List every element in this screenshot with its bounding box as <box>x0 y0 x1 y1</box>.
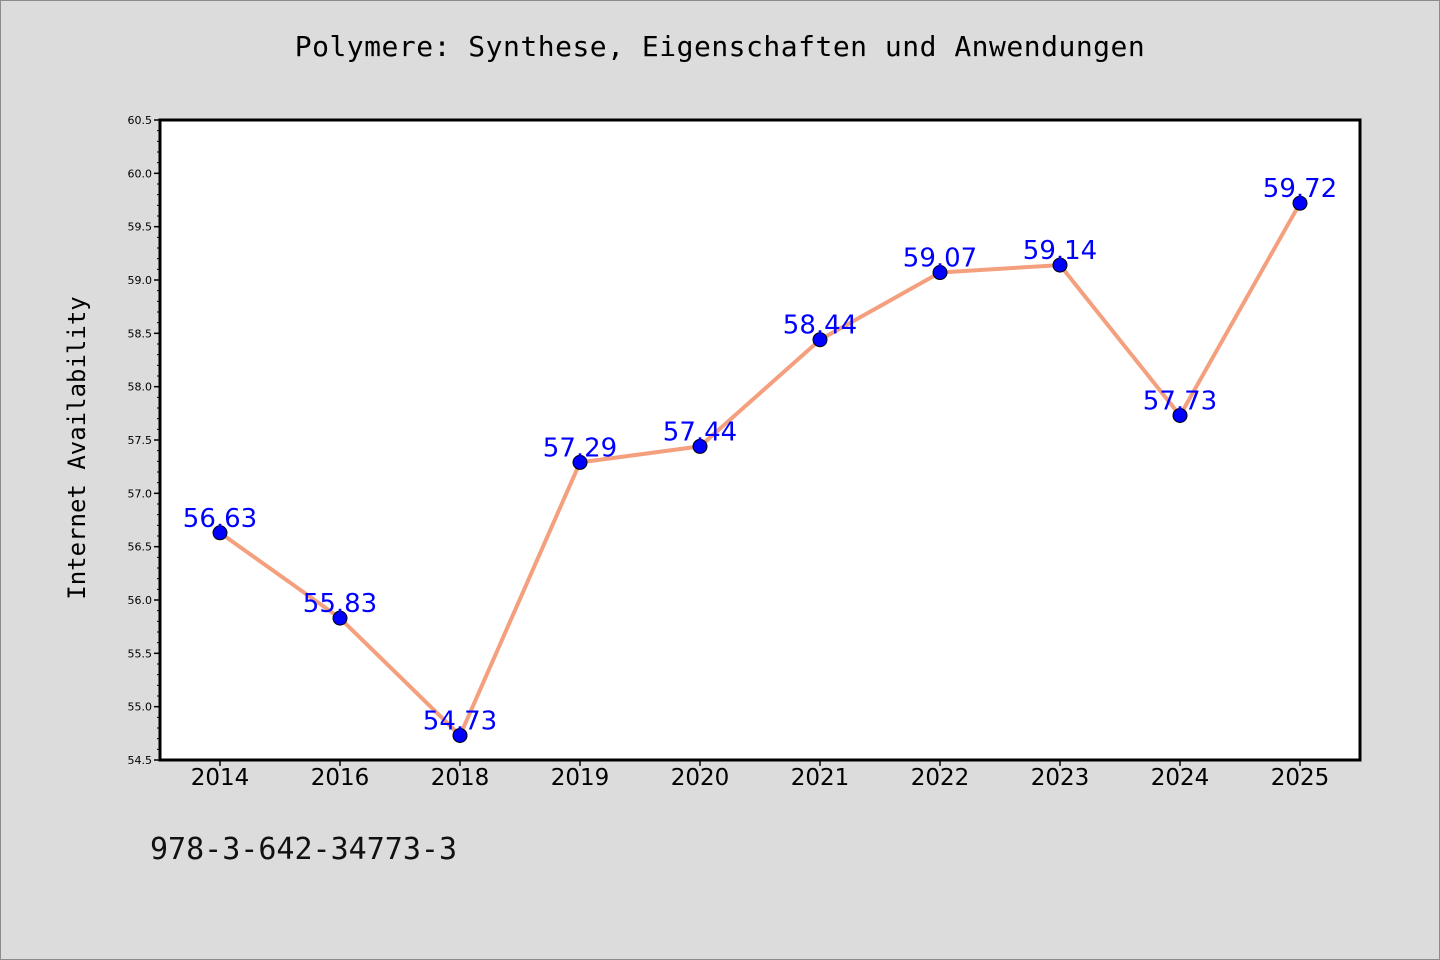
data-point <box>572 454 588 470</box>
x-tick-label: 2025 <box>1271 765 1330 791</box>
data-point <box>932 265 948 281</box>
data-point <box>212 525 228 541</box>
data-point <box>1292 195 1308 211</box>
y-tick-label: 55.0 <box>128 701 153 714</box>
data-point <box>452 727 468 743</box>
data-labels: 56.63 55.83 54.73 57.29 57.44 58.44 59.07 59.14… <box>183 174 1337 736</box>
series-layer <box>212 195 1308 743</box>
data-label: 59.14 <box>1023 236 1097 266</box>
y-tick-label: 54.5 <box>128 754 153 767</box>
y-axis: 54.5 55.0 55.5 56.0 56.5 57.0 57.5 58.0 58.5 59.0… <box>128 114 160 767</box>
data-point <box>332 610 348 626</box>
x-tick-label: 2014 <box>191 765 250 791</box>
data-label: 58.44 <box>783 311 857 341</box>
data-label: 56.63 <box>183 504 257 534</box>
data-label: 55.83 <box>303 589 377 619</box>
y-tick-label: 57.5 <box>128 434 153 447</box>
data-label: 59.07 <box>903 244 977 274</box>
x-tick-label: 2020 <box>671 765 730 791</box>
data-label: 59.72 <box>1263 174 1337 204</box>
y-tick-label: 60.5 <box>128 114 153 127</box>
x-axis: 2014 2016 2018 2019 2020 2021 2022 2023 2024 2025 <box>191 760 1330 791</box>
y-tick-label: 56.0 <box>128 594 153 607</box>
data-label: 54.73 <box>423 706 497 736</box>
x-tick-label: 2022 <box>911 765 970 791</box>
plot-area <box>160 120 1360 760</box>
y-tick-label: 60.0 <box>128 167 153 180</box>
x-tick-label: 2016 <box>311 765 370 791</box>
data-label: 57.44 <box>663 417 737 447</box>
data-point <box>692 438 708 454</box>
series-line <box>218 201 1302 738</box>
data-point <box>1052 257 1068 273</box>
y-tick-label: 59.0 <box>128 274 153 287</box>
y-tick-label: 58.0 <box>128 381 153 394</box>
y-tick-label: 58.5 <box>128 327 153 340</box>
y-tick-label: 55.5 <box>128 647 153 660</box>
x-tick-label: 2023 <box>1031 765 1090 791</box>
y-axis-label: Internet Availability <box>63 296 91 599</box>
x-tick-label: 2021 <box>791 765 850 791</box>
plot-border <box>158 118 1362 762</box>
data-point <box>1172 407 1188 423</box>
y-tick-label: 56.5 <box>128 541 153 554</box>
x-tick-label: 2019 <box>551 765 610 791</box>
x-tick-label: 2024 <box>1151 765 1210 791</box>
x-tick-label: 2018 <box>431 765 490 791</box>
data-label: 57.29 <box>543 433 617 463</box>
data-label: 57.73 <box>1143 386 1217 416</box>
y-tick-label: 57.0 <box>128 487 153 500</box>
y-tick-label: 59.5 <box>128 221 153 234</box>
isbn-text: 978-3-642-34773-3 <box>150 832 458 867</box>
data-point <box>812 332 828 348</box>
chart-title: Polymere: Synthese, Eigenschaften und An… <box>294 30 1146 63</box>
